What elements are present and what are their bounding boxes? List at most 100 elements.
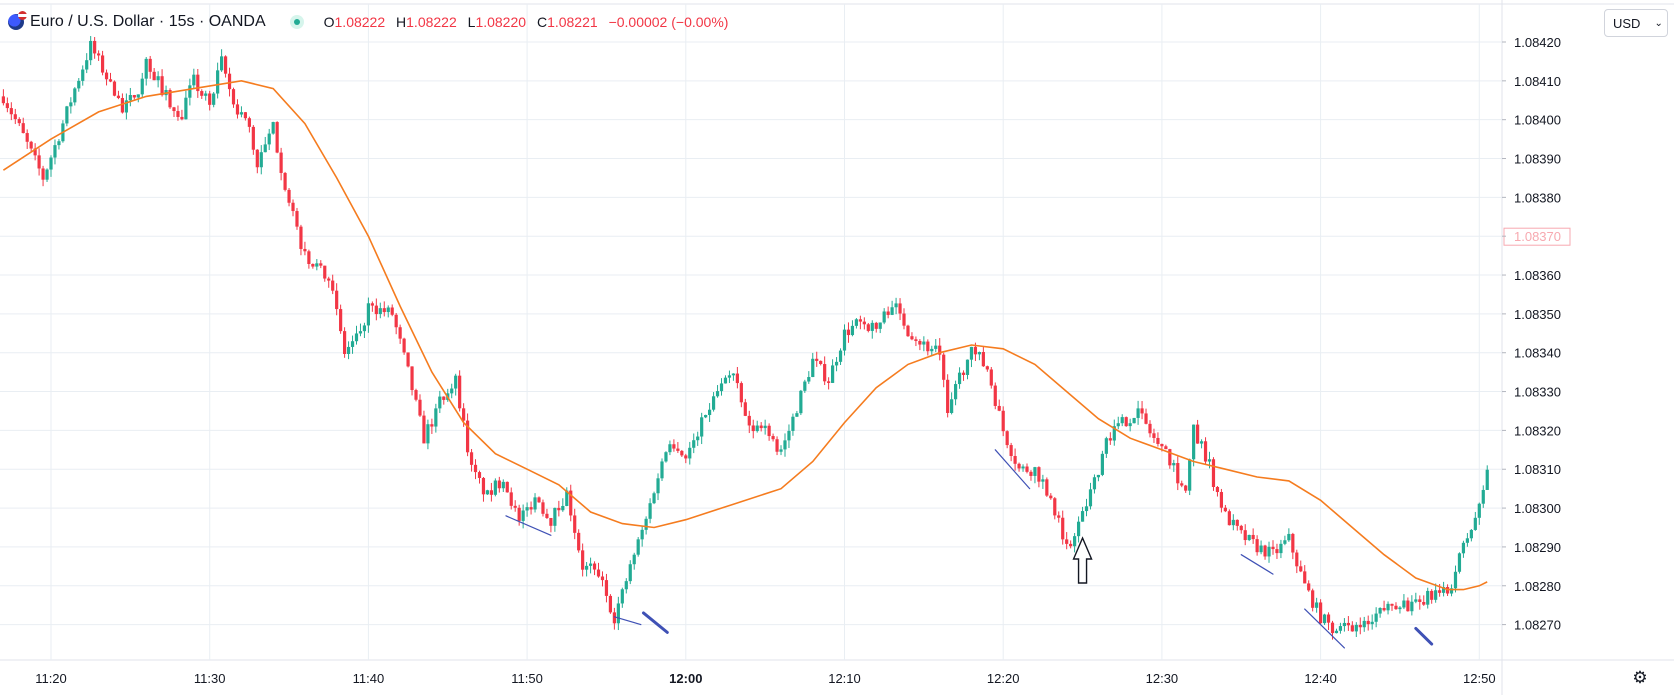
candle-body xyxy=(965,359,970,375)
candle-body xyxy=(1196,424,1200,444)
candle xyxy=(204,90,208,101)
candle-body xyxy=(577,532,581,551)
candle-body xyxy=(711,396,716,410)
candle-body xyxy=(327,278,331,281)
candle xyxy=(327,276,331,288)
candle xyxy=(961,370,966,381)
candle xyxy=(1358,617,1362,635)
candle-body xyxy=(1017,463,1021,469)
candle-body xyxy=(608,595,613,613)
candle-body xyxy=(981,352,985,367)
candle-body xyxy=(985,366,989,370)
candle-body xyxy=(223,56,228,74)
candle-body xyxy=(529,507,533,510)
candle xyxy=(997,399,1001,412)
candle-body xyxy=(1176,463,1180,484)
trendline xyxy=(505,515,552,536)
candle-body xyxy=(592,563,597,570)
candle xyxy=(1069,540,1073,549)
candle-body xyxy=(307,251,311,264)
candle-body xyxy=(783,440,787,450)
candle xyxy=(1418,595,1422,610)
candle xyxy=(759,422,763,432)
ohlc-values: O1.08222 H1.08222 L1.08220 C1.08221 −0.0… xyxy=(324,14,729,30)
candle xyxy=(561,498,565,512)
candle-body xyxy=(1080,511,1085,522)
candle-body xyxy=(53,145,57,158)
candle-body xyxy=(600,576,605,581)
candle-body xyxy=(13,114,17,120)
candle-body xyxy=(386,307,390,313)
candle xyxy=(156,71,160,88)
candle xyxy=(362,322,367,338)
candle-body xyxy=(1160,443,1164,447)
candle-body xyxy=(414,390,418,400)
candle-body xyxy=(1438,590,1442,593)
candle-body xyxy=(902,313,906,326)
candle-body xyxy=(557,507,561,511)
candle-body xyxy=(1386,603,1390,611)
moving-average xyxy=(2,79,1488,591)
candle-body xyxy=(434,408,438,427)
time-tick-label: 11:30 xyxy=(194,671,226,686)
candle-body xyxy=(489,490,493,495)
candle-body xyxy=(501,481,505,489)
candle xyxy=(263,136,267,153)
candle xyxy=(1065,532,1069,550)
candle xyxy=(311,263,315,269)
candle-body xyxy=(811,358,815,378)
candle xyxy=(140,72,144,99)
candle xyxy=(1251,528,1255,544)
candle-body xyxy=(596,569,601,577)
candle-body xyxy=(1088,489,1093,507)
candle-body xyxy=(545,513,549,518)
candle xyxy=(704,414,708,419)
gear-icon[interactable]: ⚙ xyxy=(1632,668,1648,687)
candle-body xyxy=(49,157,53,170)
candle xyxy=(65,105,69,127)
candle xyxy=(315,259,319,271)
candle xyxy=(612,607,616,630)
candle xyxy=(858,315,862,330)
candle xyxy=(830,359,835,384)
candle-body xyxy=(1295,552,1299,567)
price-tick-label: 1.08390 xyxy=(1514,152,1561,167)
candle xyxy=(711,392,716,412)
time-tick-label: 11:20 xyxy=(35,671,67,686)
candle xyxy=(596,562,601,578)
candle-body xyxy=(1247,534,1251,541)
candle-body xyxy=(200,91,204,96)
candle xyxy=(454,373,458,396)
candle-body xyxy=(382,308,386,313)
candle-body xyxy=(1041,479,1045,482)
candle-body xyxy=(140,78,144,95)
candle-body xyxy=(1013,456,1017,464)
candle-body xyxy=(41,168,45,180)
candle xyxy=(1025,463,1029,474)
currency-button[interactable]: USD ⌄ xyxy=(1604,9,1668,37)
candle-body xyxy=(1382,607,1386,611)
candle-body xyxy=(755,425,759,432)
candle-body xyxy=(906,325,910,337)
candle-body xyxy=(204,93,208,96)
candle-body xyxy=(136,94,140,98)
candle xyxy=(977,351,981,361)
candle xyxy=(37,148,41,176)
candle xyxy=(33,143,37,161)
high-value: 1.08222 xyxy=(406,14,457,30)
candle-body xyxy=(696,436,700,441)
candle-body xyxy=(771,436,775,440)
candle xyxy=(930,345,934,356)
symbol-title[interactable]: Euro / U.S. Dollar · 15s · OANDA xyxy=(30,13,266,30)
candle-body xyxy=(799,390,803,414)
candle xyxy=(247,116,251,133)
candle-body xyxy=(537,497,541,503)
candle xyxy=(366,297,370,333)
candle xyxy=(1227,509,1231,526)
candle-body xyxy=(1342,622,1347,627)
candle xyxy=(1057,511,1061,523)
candle-body xyxy=(1410,601,1414,612)
candle xyxy=(1453,565,1458,593)
candle xyxy=(45,168,49,182)
